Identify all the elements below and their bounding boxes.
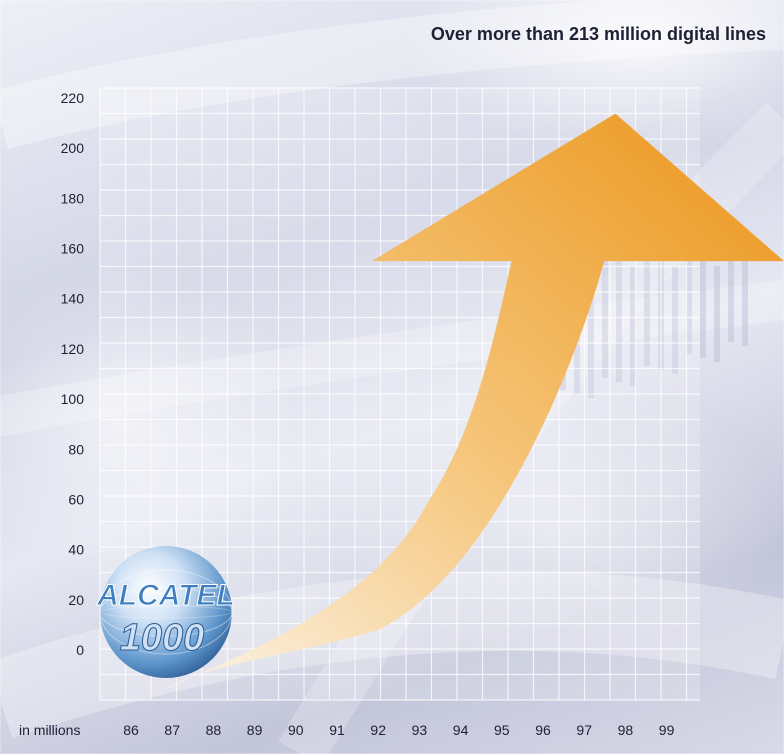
- x-tick-label: 91: [329, 722, 345, 738]
- series-point: [624, 115, 626, 117]
- y-tick-label: 40: [68, 542, 84, 558]
- alcatel-1000-logo: ALCATEL 1000: [96, 546, 235, 678]
- x-tick-label: 97: [576, 722, 592, 738]
- y-tick-label: 20: [68, 592, 84, 608]
- x-tick-label: 96: [535, 722, 551, 738]
- y-tick-label: 200: [61, 140, 85, 156]
- y-tick-label: 60: [68, 491, 84, 507]
- y-tick-label: 140: [61, 291, 85, 307]
- y-tick-label: 0: [76, 642, 84, 658]
- y-tick-label: 80: [68, 441, 84, 457]
- x-tick-label: 94: [453, 722, 469, 738]
- growth-arrow: [162, 113, 784, 690]
- series-point: [336, 544, 338, 546]
- x-tick-label: 92: [370, 722, 386, 738]
- series-point: [295, 589, 297, 591]
- x-tick-label: 98: [618, 722, 634, 738]
- series-point: [377, 493, 379, 495]
- y-axis-ticks: 0 20 40 60 80 100 120 140 160 180 200 220: [61, 90, 85, 658]
- logo-text-brand: ALCATEL: [96, 579, 235, 612]
- series-point: [254, 624, 256, 626]
- x-tick-label: 99: [659, 722, 675, 738]
- series-point: [501, 310, 503, 312]
- logo-text-number: 1000: [120, 617, 205, 659]
- series-point: [460, 378, 462, 380]
- series-point: [583, 172, 585, 174]
- y-tick-label: 160: [61, 241, 85, 257]
- y-tick-label: 120: [61, 341, 85, 357]
- x-tick-label: 90: [288, 722, 304, 738]
- x-tick-label: 93: [412, 722, 428, 738]
- x-tick-label: 89: [247, 722, 263, 738]
- x-tick-label: 95: [494, 722, 510, 738]
- y-tick-label: 100: [61, 391, 85, 407]
- y-tick-label: 180: [61, 190, 85, 206]
- growth-arrow-shape: [162, 113, 784, 690]
- x-tick-label: 86: [123, 722, 139, 738]
- x-axis-ticks: in millions 86 87 88 89 90 91 92 93 94 95 96 97 98 99: [19, 722, 675, 738]
- x-tick-label: 88: [206, 722, 222, 738]
- globe-icon: [100, 546, 232, 678]
- series-point: [542, 235, 544, 237]
- series-point: [418, 436, 420, 438]
- chart-title: Over more than 213 million digital lines: [430, 24, 766, 44]
- y-axis-unit-label: in millions: [19, 722, 80, 738]
- x-tick-label: 87: [164, 722, 180, 738]
- y-tick-label: 220: [61, 90, 85, 106]
